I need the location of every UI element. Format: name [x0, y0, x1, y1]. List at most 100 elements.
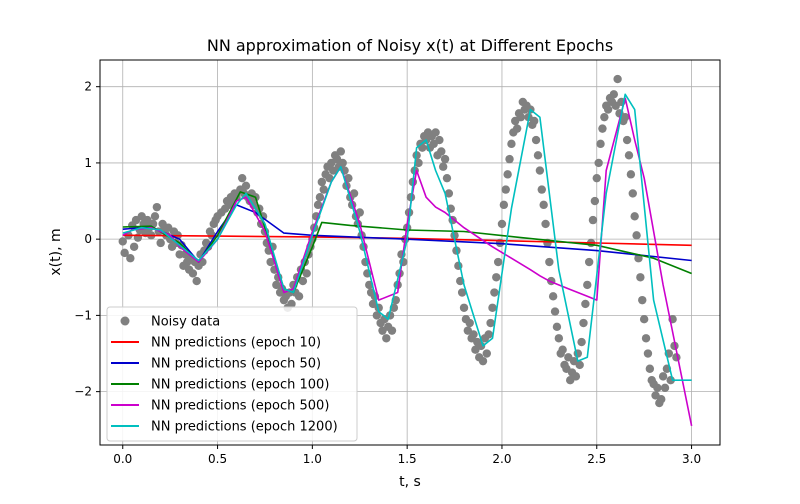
- y-tick-label: 1: [84, 156, 92, 170]
- x-tick-label: 0.0: [113, 452, 132, 466]
- data-point: [535, 166, 545, 175]
- data-point: [575, 360, 584, 370]
- data-point: [492, 273, 501, 282]
- x-tick-label: 2.0: [492, 452, 511, 466]
- legend-label: NN predictions (epoch 50): [151, 357, 321, 372]
- data-point: [188, 269, 198, 278]
- data-point: [118, 237, 127, 246]
- data-point: [387, 326, 397, 335]
- data-point: [302, 269, 311, 278]
- data-point: [545, 257, 554, 267]
- data-point: [539, 200, 548, 210]
- data-point: [541, 219, 550, 229]
- data-point: [596, 139, 605, 149]
- legend-label: NN predictions (epoch 1200): [151, 420, 338, 435]
- data-point: [372, 311, 382, 320]
- data-point: [414, 158, 423, 168]
- data-point: [554, 334, 564, 343]
- data-point: [634, 254, 643, 263]
- data-point: [469, 330, 478, 339]
- data-point: [497, 219, 507, 229]
- data-point: [349, 189, 359, 198]
- x-tick-label: 1.0: [303, 452, 322, 466]
- data-point: [622, 135, 632, 145]
- data-point: [440, 154, 450, 164]
- data-point: [639, 315, 649, 324]
- data-point: [503, 170, 512, 179]
- data-point: [505, 154, 514, 164]
- data-point: [558, 345, 567, 354]
- data-point: [609, 90, 619, 99]
- data-point: [437, 147, 446, 156]
- data-point: [238, 173, 247, 183]
- x-axis-label: t, s: [399, 474, 421, 490]
- data-point: [294, 292, 304, 301]
- plot-frame: [99, 59, 721, 446]
- data-point: [338, 158, 347, 168]
- x-tick-label: 0.5: [208, 452, 227, 466]
- data-point: [626, 170, 636, 179]
- x-tick-label: 1.5: [398, 452, 417, 466]
- data-point: [501, 185, 510, 194]
- data-point: [315, 193, 325, 202]
- series-line-5: [122, 93, 692, 382]
- data-point: [484, 330, 493, 339]
- lines-layer: [122, 93, 693, 427]
- data-point: [120, 248, 129, 258]
- data-point: [620, 112, 630, 122]
- data-point: [531, 135, 541, 145]
- data-point: [552, 322, 562, 332]
- data-point: [590, 196, 600, 206]
- data-point: [438, 162, 448, 171]
- data-point: [592, 173, 601, 183]
- data-point: [457, 288, 467, 297]
- data-point: [465, 318, 474, 328]
- data-point: [412, 151, 421, 160]
- x-tick-label: 2.5: [587, 452, 606, 466]
- y-axis-label: x(t), m: [48, 228, 64, 275]
- data-point: [319, 185, 328, 194]
- data-point: [313, 200, 323, 210]
- data-point: [486, 318, 495, 328]
- y-tick-label: −2: [74, 385, 92, 399]
- series-line-2: [122, 204, 692, 263]
- data-point: [579, 318, 588, 328]
- data-point: [600, 112, 609, 122]
- y-tick-label: 0: [84, 232, 92, 246]
- legend-label: NN predictions (epoch 100): [151, 378, 329, 393]
- y-tick-label: −1: [74, 308, 92, 322]
- data-point: [641, 334, 651, 343]
- data-point: [507, 139, 516, 149]
- data-point: [583, 280, 592, 290]
- data-point: [317, 177, 327, 187]
- data-point: [192, 276, 201, 286]
- data-point: [533, 151, 543, 160]
- data-point: [336, 147, 345, 156]
- data-point: [636, 273, 645, 282]
- data-point: [431, 128, 440, 137]
- data-point: [537, 185, 546, 194]
- legend-box: [106, 306, 358, 442]
- data-point: [594, 158, 603, 168]
- data-point: [577, 337, 586, 347]
- legend-label: NN predictions (epoch 10): [151, 336, 321, 351]
- data-point: [529, 116, 539, 126]
- data-point: [382, 334, 391, 343]
- data-point: [126, 254, 135, 263]
- legend: Noisy data NN predictions (epoch 10) NN pr…: [106, 306, 358, 442]
- data-point: [493, 257, 503, 267]
- data-point: [156, 238, 165, 248]
- data-point: [444, 189, 454, 198]
- data-point: [603, 105, 613, 114]
- data-point: [628, 189, 637, 198]
- data-point: [241, 181, 251, 190]
- data-point: [442, 173, 452, 183]
- legend-label: NN predictions (epoch 500): [151, 399, 329, 414]
- data-point: [516, 112, 526, 122]
- data-point: [660, 383, 670, 393]
- data-point: [150, 212, 160, 221]
- data-point: [581, 299, 590, 309]
- data-point: [478, 356, 488, 366]
- data-point: [499, 200, 509, 210]
